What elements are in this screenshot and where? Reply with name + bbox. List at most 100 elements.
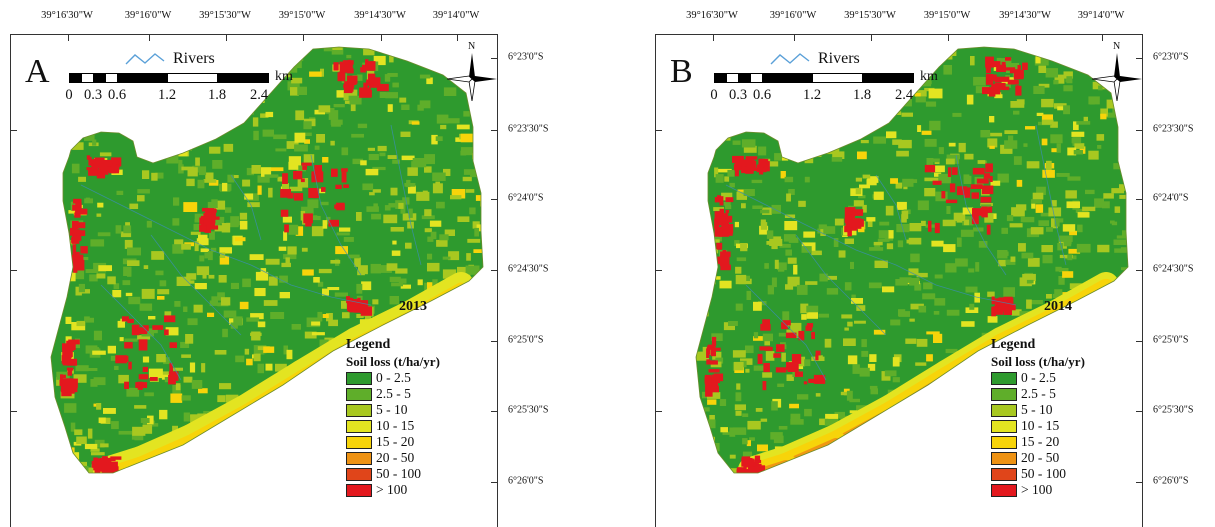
legend-item: 20 - 50	[991, 450, 1141, 466]
legend-label: > 100	[1021, 482, 1053, 497]
rivers-legend: Rivers	[125, 49, 215, 69]
legend-item: 2.5 - 5	[991, 386, 1141, 402]
river-line	[310, 154, 362, 276]
latitude-label: 6°24'0"S	[1153, 192, 1189, 204]
longitude-label: 39°16'0"W	[769, 10, 817, 21]
legend-swatch	[991, 387, 1017, 401]
legend-swatch	[346, 435, 372, 449]
longitude-label: 39°14'0"W	[1077, 10, 1125, 21]
legend-label: 15 - 20	[376, 434, 415, 449]
river-line	[745, 284, 827, 381]
legend-label: 20 - 50	[1021, 450, 1060, 465]
latitude-label: 6°24'30"S	[508, 263, 549, 275]
catchment-boundary	[695, 46, 1129, 474]
scale-label: 1.2	[157, 87, 177, 103]
legend-swatch	[346, 419, 372, 433]
grid-tick	[871, 35, 872, 41]
scale-bar	[714, 73, 914, 83]
longitude-label: 39°16'0"W	[124, 10, 172, 21]
grid-tick	[491, 199, 497, 200]
legend-label: 10 - 15	[376, 418, 415, 433]
grid-tick	[713, 35, 714, 41]
latitude-label: 6°24'30"S	[1153, 263, 1194, 275]
rivers-label: Rivers	[818, 50, 860, 67]
scale-label: 1.8	[207, 87, 227, 103]
legend-label: 20 - 50	[376, 450, 415, 465]
river-line-icon	[770, 53, 810, 65]
legend-item: 10 - 15	[991, 418, 1141, 434]
river-line	[725, 184, 1017, 306]
river-line	[390, 124, 422, 266]
legend-item: 0 - 2.5	[346, 370, 496, 386]
latitude-label: 6°26'0"S	[508, 475, 544, 487]
legend-swatch	[991, 483, 1017, 497]
legend-swatch	[346, 371, 372, 385]
scale-label: 0.6	[107, 87, 127, 103]
scale-label: 0	[710, 87, 718, 103]
grid-tick	[381, 35, 382, 41]
river-line	[795, 234, 887, 336]
scale-label: 0.3	[83, 87, 103, 103]
map-panel-b: 39°16'30"W 39°16'0"W 39°15'30"W 39°15'0"…	[645, 0, 1205, 527]
north-arrow: N	[445, 41, 497, 102]
river-line	[875, 174, 907, 241]
grid-tick	[491, 58, 497, 59]
grid-tick	[11, 411, 17, 412]
north-arrow: N	[1090, 41, 1142, 102]
longitude-label: 39°16'30"W	[686, 10, 738, 21]
scale-label: 1.8	[852, 87, 872, 103]
legend-item: 15 - 20	[991, 434, 1141, 450]
latitude-label: 6°25'0"S	[1153, 334, 1189, 346]
latitude-label: 6°25'30"S	[508, 404, 549, 416]
longitude-label: 39°14'0"W	[432, 10, 480, 21]
longitude-label: 39°15'0"W	[278, 10, 326, 21]
scale-label: 1.2	[802, 87, 822, 103]
legend-swatch	[991, 451, 1017, 465]
legend-item: 50 - 100	[991, 466, 1141, 482]
grid-tick	[1136, 199, 1142, 200]
legend-swatch	[991, 435, 1017, 449]
year-label: 2014	[1044, 299, 1072, 314]
rivers-label: Rivers	[173, 50, 215, 67]
legend-subtitle: Soil loss (t/ha/yr)	[346, 354, 440, 369]
river-line	[955, 154, 1007, 276]
soil-loss-legend: Legend Soil loss (t/ha/yr) 0 - 2.5 2.5 - …	[346, 337, 496, 498]
legend-swatch	[346, 451, 372, 465]
grid-tick	[491, 482, 497, 483]
scale-label: 0	[65, 87, 73, 103]
grid-tick	[1136, 482, 1142, 483]
grid-tick	[491, 411, 497, 412]
legend-label: 10 - 15	[1021, 418, 1060, 433]
latitude-label: 6°23'30"S	[508, 123, 549, 135]
catchment-boundary	[50, 46, 484, 474]
soil-loss-map	[695, 46, 1129, 474]
latitude-label: 6°26'0"S	[1153, 475, 1189, 487]
scale-label: 2.4	[249, 87, 269, 103]
river-line	[80, 184, 372, 306]
legend-title: Legend	[991, 337, 1036, 352]
grid-tick	[491, 341, 497, 342]
legend-label: 15 - 20	[1021, 434, 1060, 449]
longitude-label: 39°15'30"W	[844, 10, 896, 21]
legend-item: 5 - 10	[346, 402, 496, 418]
scale-unit: km	[275, 69, 293, 84]
legend-label: 2.5 - 5	[376, 386, 411, 401]
legend-swatch	[346, 387, 372, 401]
longitude-label: 39°15'30"W	[199, 10, 251, 21]
grid-tick	[1136, 130, 1142, 131]
grid-tick	[457, 35, 458, 41]
rivers-legend: Rivers	[770, 49, 860, 69]
map-frame: A Rivers km 0 0.3 0.6 1.2 1.8 2.4 N	[10, 34, 498, 527]
legend-item: > 100	[991, 482, 1141, 498]
north-label: N	[1113, 41, 1121, 52]
north-label: N	[468, 41, 476, 52]
legend-label: 5 - 10	[1021, 402, 1053, 417]
grid-tick	[1102, 35, 1103, 41]
compass-rose-icon	[1091, 53, 1142, 102]
legend-swatch	[991, 371, 1017, 385]
legend-swatch	[991, 403, 1017, 417]
grid-tick	[1136, 58, 1142, 59]
grid-tick	[1136, 411, 1142, 412]
grid-tick	[948, 35, 949, 41]
